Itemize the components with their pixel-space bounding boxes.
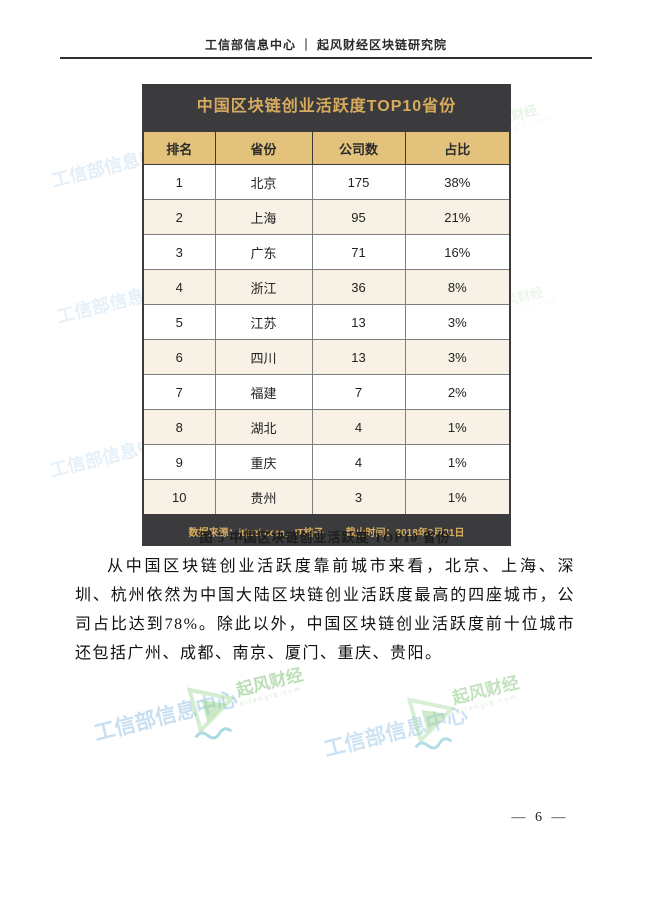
cell-province: 浙江 [214,269,313,305]
cell-share: 1% [404,409,511,445]
triangle-wave-icon [406,697,456,750]
table-row: 9 重庆 4 1% [142,444,511,480]
cell-province: 重庆 [214,444,313,480]
cell-companies: 3 [311,479,406,516]
cell-rank: 2 [142,199,216,235]
cell-province: 贵州 [214,479,313,516]
cell-rank: 10 [142,479,216,516]
watermark-brand-label: 起风财经 [450,673,521,708]
body-paragraph: 从中国区块链创业活跃度靠前城市来看，北京、上海、深圳、杭州依然为中国大陆区块链创… [75,558,575,662]
ranking-table: 排名 省份 公司数 占比 1 北京 175 38% 2 上海 95 21% [142,130,511,516]
watermark-brand-block: 起风财经 qifengle.com [449,668,523,716]
cell-share: 38% [404,164,511,200]
cell-rank: 9 [142,444,216,480]
cell-share: 21% [404,199,511,235]
cell-share: 8% [404,269,511,305]
cell-province: 上海 [214,199,313,235]
cell-rank: 6 [142,339,216,375]
page-number: — 6 — [511,810,569,825]
cell-companies: 4 [311,409,406,445]
cell-companies: 4 [311,444,406,480]
watermark-brand-text: 起风财经 qifengle.com [450,673,521,716]
cell-companies: 95 [311,199,406,235]
cell-rank: 3 [142,234,216,270]
column-header-province: 省份 [214,130,313,165]
cell-rank: 8 [142,409,216,445]
table-row: 3 广东 71 16% [142,234,511,270]
table-header-row: 排名 省份 公司数 占比 [142,130,511,165]
table-row: 6 四川 13 3% [142,339,511,375]
cell-rank: 7 [142,374,216,410]
cell-rank: 1 [142,164,216,200]
watermark-org-label: 工信部信息中心 [91,687,240,746]
cell-share: 3% [404,339,511,375]
figure-caption: 图 5 中国区块链创业活跃度 TOP10 省份 [199,530,451,545]
table-row: 1 北京 175 38% [142,164,511,200]
running-header: 工信部信息中心 ｜ 起风财经区块链研究院 [204,38,447,52]
cell-province: 福建 [214,374,313,410]
table-row: 2 上海 95 21% [142,199,511,235]
watermark-org-text: 工信部信息中心 [322,704,470,762]
cell-share: 1% [404,479,511,516]
table-row: 5 江苏 13 3% [142,304,511,340]
cell-companies: 36 [311,269,406,305]
cell-share: 2% [404,374,511,410]
figure-table: 中国区块链创业活跃度TOP10省份 排名 省份 公司数 占比 1 北京 175 … [142,84,511,546]
watermark-brand-text: 起风财经 qifengle.com [234,665,305,708]
watermark-org-label: 工信部信息中心 [321,703,470,762]
cell-share: 3% [404,304,511,340]
watermark-brand-logo [183,678,245,749]
cell-share: 1% [404,444,511,480]
cell-companies: 7 [311,374,406,410]
cell-companies: 175 [311,164,406,200]
cell-province: 江苏 [214,304,313,340]
table-source-bar: 数据来源：itjuzi.com，IT桔子 截止时间：2018年3月31日 [142,516,511,546]
cell-rank: 4 [142,269,216,305]
table-row: 10 贵州 3 1% [142,479,511,516]
column-header-companies: 公司数 [311,130,406,165]
table-row: 7 福建 7 2% [142,374,511,410]
column-header-rank: 排名 [142,130,216,165]
cell-province: 广东 [214,234,313,270]
triangle-wave-icon [186,687,236,740]
table-row: 4 浙江 36 8% [142,269,511,305]
watermark-domain-label: qifengle.com [455,693,519,716]
watermark-domain-label: qifengle.com [239,685,303,708]
table-row: 8 湖北 4 1% [142,409,511,445]
cell-province: 湖北 [214,409,313,445]
data-source-label: 数据来源：itjuzi.com，IT桔子 [188,527,324,539]
watermark-org-text: 工信部信息中心 [92,688,240,746]
cell-province: 北京 [214,164,313,200]
cell-share: 16% [404,234,511,270]
cell-companies: 71 [311,234,406,270]
cell-companies: 13 [311,339,406,375]
watermark-brand-label: 起风财经 [234,665,305,700]
header-rule [60,57,592,59]
table-title: 中国区块链创业活跃度TOP10省份 [142,84,511,130]
column-header-share: 占比 [404,130,511,165]
data-deadline-label: 截止时间：2018年3月31日 [345,527,465,539]
cell-companies: 13 [311,304,406,340]
cell-province: 四川 [214,339,313,375]
watermark-brand-logo [403,688,465,759]
cell-rank: 5 [142,304,216,340]
